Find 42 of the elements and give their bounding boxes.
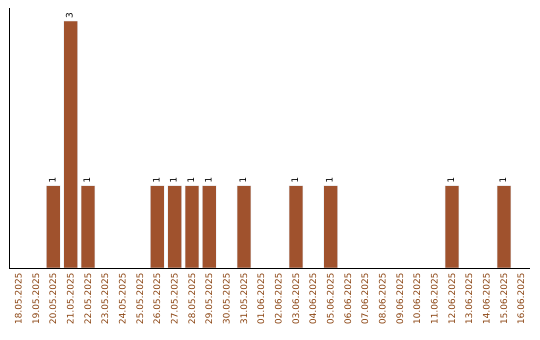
data-label: 1 <box>291 176 301 183</box>
x-tick-label: 07.06.2025 <box>361 272 372 324</box>
x-tick-label: 25.05.2025 <box>136 272 146 324</box>
data-label: 1 <box>447 176 457 183</box>
data-label: 1 <box>204 176 214 183</box>
x-tick-label: 21.05.2025 <box>66 272 77 324</box>
x-tick-label: 23.05.2025 <box>101 272 112 324</box>
data-label: 1 <box>239 176 249 183</box>
x-tick-label: 27.05.2025 <box>170 272 181 324</box>
x-tick-label: 03.06.2025 <box>292 272 302 324</box>
x-tick-label: 08.06.2025 <box>378 272 389 324</box>
x-tick-label: 26.05.2025 <box>153 272 164 324</box>
x-tick-label: 01.06.2025 <box>257 272 268 324</box>
x-tick-label: 13.06.2025 <box>465 272 476 324</box>
data-label: 1 <box>326 176 336 183</box>
data-label: 1 <box>187 176 197 183</box>
x-tick-label: 31.05.2025 <box>240 272 250 324</box>
x-tick-label: 09.06.2025 <box>396 272 406 324</box>
x-tick-label: 04.06.2025 <box>309 272 320 324</box>
data-label: 1 <box>83 176 93 183</box>
x-tick-label: 12.06.2025 <box>448 272 458 324</box>
x-tick-label: 05.06.2025 <box>326 272 337 324</box>
x-tick-label: 10.06.2025 <box>413 272 424 324</box>
x-tick-label: 14.06.2025 <box>482 272 493 324</box>
x-tick-label: 15.06.2025 <box>500 272 510 324</box>
x-tick-label: 24.05.2025 <box>118 272 129 324</box>
x-tick-label: 22.05.2025 <box>84 272 94 324</box>
data-label: 1 <box>152 176 162 183</box>
x-tick-label: 28.05.2025 <box>188 272 198 324</box>
x-tick-label: 06.06.2025 <box>344 272 354 324</box>
x-tick-label: 16.06.2025 <box>517 272 528 324</box>
x-tick-label: 18.05.2025 <box>14 272 25 324</box>
x-tick-label: 19.05.2025 <box>32 272 42 324</box>
data-label: 1 <box>48 176 58 183</box>
data-label: 3 <box>66 12 76 18</box>
data-label: 1 <box>170 176 180 183</box>
x-tick-label: 30.05.2025 <box>222 272 233 324</box>
x-tick-label: 20.05.2025 <box>49 272 60 324</box>
x-tick-label: 11.06.2025 <box>430 272 441 324</box>
data-label: 1 <box>499 176 509 183</box>
x-tick-label: 02.06.2025 <box>274 272 285 324</box>
x-tick-label: 29.05.2025 <box>205 272 216 324</box>
